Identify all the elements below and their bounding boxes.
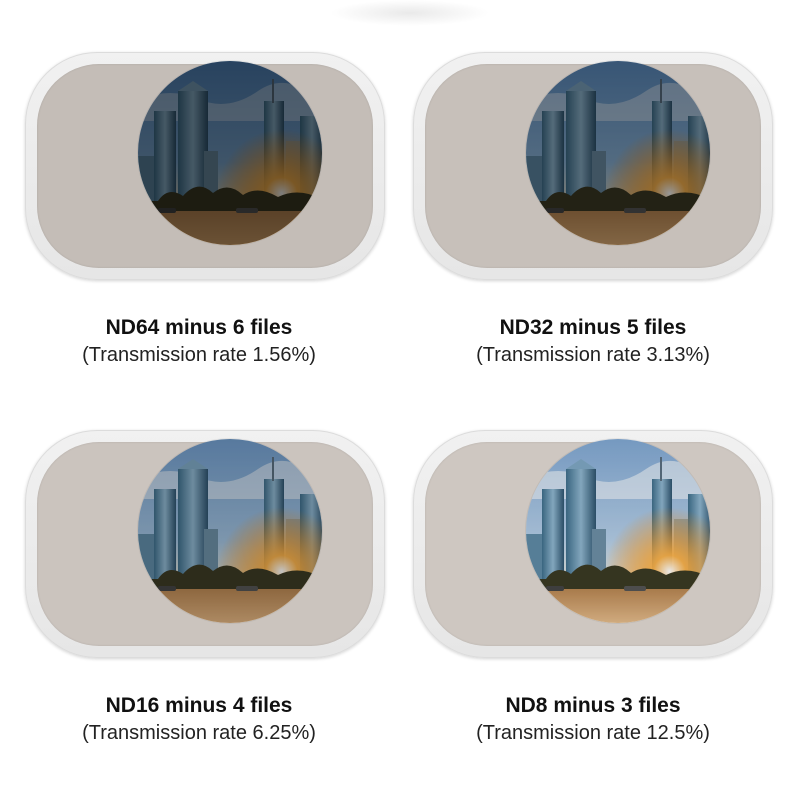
filter-frame: [413, 52, 773, 280]
filter-transmission: (Transmission rate 1.56%): [82, 344, 316, 366]
filter-transmission: (Transmission rate 12.5%): [476, 722, 710, 744]
filter-transmission: (Transmission rate 6.25%): [82, 722, 316, 744]
lens-preview-image: [138, 61, 322, 245]
filter-transmission: (Transmission rate 3.13%): [476, 344, 710, 366]
filter-title: ND64 minus 6 files: [105, 316, 293, 339]
lens-preview-image: [138, 439, 322, 623]
filter-caption: ND8 minus 3 files (Transmission rate 12.…: [413, 692, 773, 746]
filter-card: ND16 minus 4 files (Transmission rate 6.…: [25, 430, 385, 746]
filter-title: ND32 minus 5 files: [499, 316, 687, 339]
top-shadow: [330, 0, 490, 26]
filter-card: ND64 minus 6 files (Transmission rate 1.…: [25, 52, 385, 368]
filter-frame: [413, 430, 773, 658]
filter-caption: ND64 minus 6 files (Transmission rate 1.…: [13, 314, 385, 368]
filter-title: ND8 minus 3 files: [505, 694, 681, 717]
filter-frame: [25, 430, 385, 658]
filter-card: ND32 minus 5 files (Transmission rate 3.…: [413, 52, 773, 368]
filter-caption: ND32 minus 5 files (Transmission rate 3.…: [413, 314, 773, 368]
filter-caption: ND16 minus 4 files (Transmission rate 6.…: [13, 692, 385, 746]
filter-title: ND16 minus 4 files: [105, 694, 293, 717]
filter-frame: [25, 52, 385, 280]
filter-card: ND8 minus 3 files (Transmission rate 12.…: [413, 430, 773, 746]
lens-preview-image: [526, 439, 710, 623]
lens-preview-image: [526, 61, 710, 245]
